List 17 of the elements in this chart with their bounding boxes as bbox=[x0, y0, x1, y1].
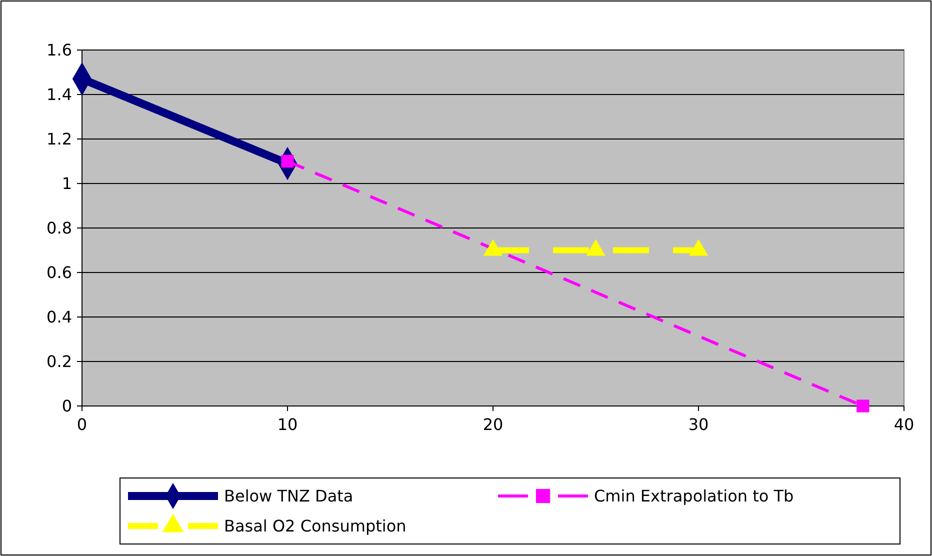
x-tick-label: 10 bbox=[277, 415, 298, 434]
x-tick-label: 0 bbox=[76, 415, 88, 434]
y-tick-label: 0.2 bbox=[46, 352, 72, 372]
y-tick-label: 1.6 bbox=[46, 40, 72, 60]
y-tick-label: 0 bbox=[62, 396, 72, 416]
y-tick-label: 0.8 bbox=[46, 218, 72, 238]
y-tick-label: 0.6 bbox=[46, 263, 72, 282]
y-tick-label: 1 bbox=[62, 174, 72, 194]
y-tick-label: 1.4 bbox=[46, 85, 72, 104]
x-tick-label: 30 bbox=[688, 415, 709, 434]
y-tick-label: 1.2 bbox=[46, 130, 72, 149]
x-tick-label: 20 bbox=[482, 415, 504, 434]
y-tick-label: 0.4 bbox=[46, 308, 72, 327]
x-tick-label: 40 bbox=[894, 415, 914, 434]
legend-label: Cmin Extrapolation to Tb bbox=[594, 486, 794, 506]
legend-label: Below TNZ Data bbox=[224, 486, 354, 506]
legend-label: Basal O2 Consumption bbox=[224, 516, 406, 536]
